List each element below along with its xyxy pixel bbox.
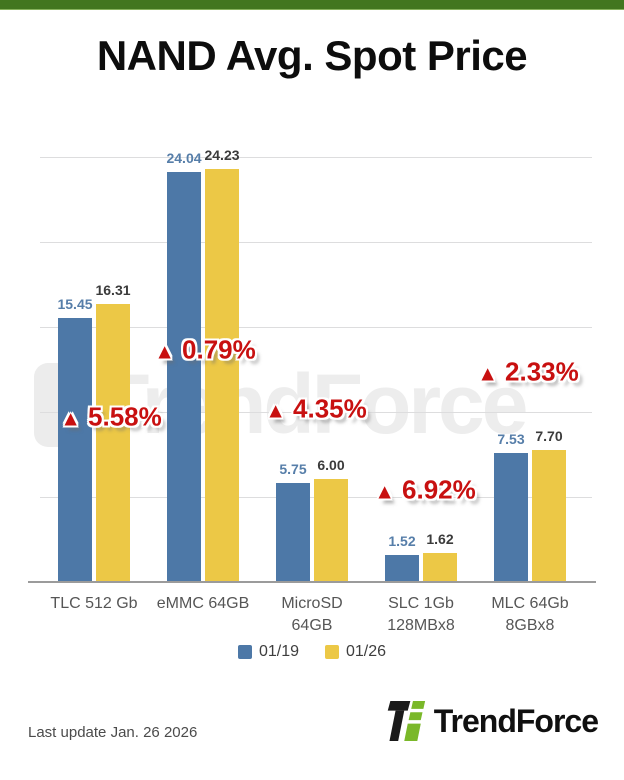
bar-01-19-group1 bbox=[167, 172, 201, 581]
bar-value-label: 24.04 bbox=[166, 150, 202, 167]
page-title: NAND Avg. Spot Price bbox=[96, 32, 528, 79]
bar-value-label: 1.62 bbox=[426, 531, 454, 548]
change-percent-text: 2.33% bbox=[505, 356, 579, 387]
gridline-10 bbox=[40, 412, 592, 413]
up-triangle-icon: ▲ bbox=[477, 362, 499, 386]
bar-value-label: 1.52 bbox=[388, 533, 416, 550]
bar-01-26-group0 bbox=[96, 303, 130, 581]
up-triangle-icon: ▲ bbox=[265, 399, 287, 423]
bar-value-label: 16.31 bbox=[95, 281, 131, 298]
bar-01-19-group3 bbox=[385, 555, 419, 581]
legend-label: 01/26 bbox=[346, 643, 387, 660]
trendforce-logo-icon bbox=[387, 701, 425, 741]
bar-value-label: 7.70 bbox=[535, 428, 563, 445]
plot-area: TrendForce 15.45 16.31 TLC 512 Gb ▲ 5.58% 24.… bbox=[0, 120, 624, 634]
bar-value-label: 5.75 bbox=[279, 461, 307, 478]
bar-value-label: 24.23 bbox=[204, 147, 240, 164]
last-update-text: Last update Jan. 26 2026 bbox=[28, 724, 198, 741]
brand-logo: TrendForce bbox=[386, 698, 599, 744]
bar-value-label: 15.45 bbox=[57, 296, 93, 313]
bar-value-label: 6.00 bbox=[317, 457, 345, 473]
legend-swatch-icon bbox=[325, 645, 339, 659]
bar-01-26-group2 bbox=[314, 479, 348, 581]
change-annotation-2: ▲ 4.35% bbox=[265, 394, 367, 425]
chart-legend: 01/19 01/26 bbox=[0, 643, 624, 661]
change-percent-text: 0.79% bbox=[182, 334, 256, 365]
x-axis-line bbox=[28, 581, 596, 583]
bar-01-26-group4 bbox=[532, 450, 566, 581]
category-label-0: TLC 512 Gb bbox=[50, 595, 138, 612]
change-percent-text: 4.35% bbox=[293, 393, 367, 424]
up-triangle-icon: ▲ bbox=[154, 340, 176, 364]
gridline-25 bbox=[40, 157, 592, 158]
up-triangle-icon: ▲ bbox=[60, 407, 82, 431]
category-label-4: MLC 64Gb 8GBx8 bbox=[491, 595, 569, 634]
legend-swatch-icon bbox=[237, 645, 252, 659]
legend-item-0: 01/19 bbox=[237, 643, 299, 661]
legend-item-1: 01/26 bbox=[325, 643, 386, 661]
category-label-2: MicroSD 64GB bbox=[281, 595, 343, 634]
brand-name: TrendForce bbox=[433, 702, 599, 739]
change-annotation-1: ▲ 0.79% bbox=[154, 335, 256, 366]
bar-01-26-group1 bbox=[205, 169, 239, 581]
change-annotation-3: ▲ 6.92% bbox=[374, 475, 476, 506]
change-annotation-4: ▲ 2.33% bbox=[477, 357, 579, 388]
gridline-15 bbox=[40, 327, 592, 328]
bar-01-19-group2 bbox=[276, 483, 310, 581]
gridline-20 bbox=[40, 242, 592, 243]
category-label-1: eMMC 64GB bbox=[156, 595, 250, 612]
bar-01-19-group0 bbox=[58, 318, 92, 581]
change-percent-text: 5.58% bbox=[88, 401, 162, 432]
legend-label: 01/19 bbox=[258, 643, 299, 660]
bar-value-label: 7.53 bbox=[497, 431, 525, 447]
top-accent-bar bbox=[0, 0, 624, 10]
bar-01-19-group4 bbox=[494, 453, 528, 581]
change-percent-text: 6.92% bbox=[402, 474, 476, 505]
bar-01-26-group3 bbox=[423, 553, 457, 581]
category-label-3: SLC 1Gb 128MBx8 bbox=[387, 595, 455, 634]
up-triangle-icon: ▲ bbox=[374, 480, 396, 504]
change-annotation-0: ▲ 5.58% bbox=[60, 402, 162, 433]
